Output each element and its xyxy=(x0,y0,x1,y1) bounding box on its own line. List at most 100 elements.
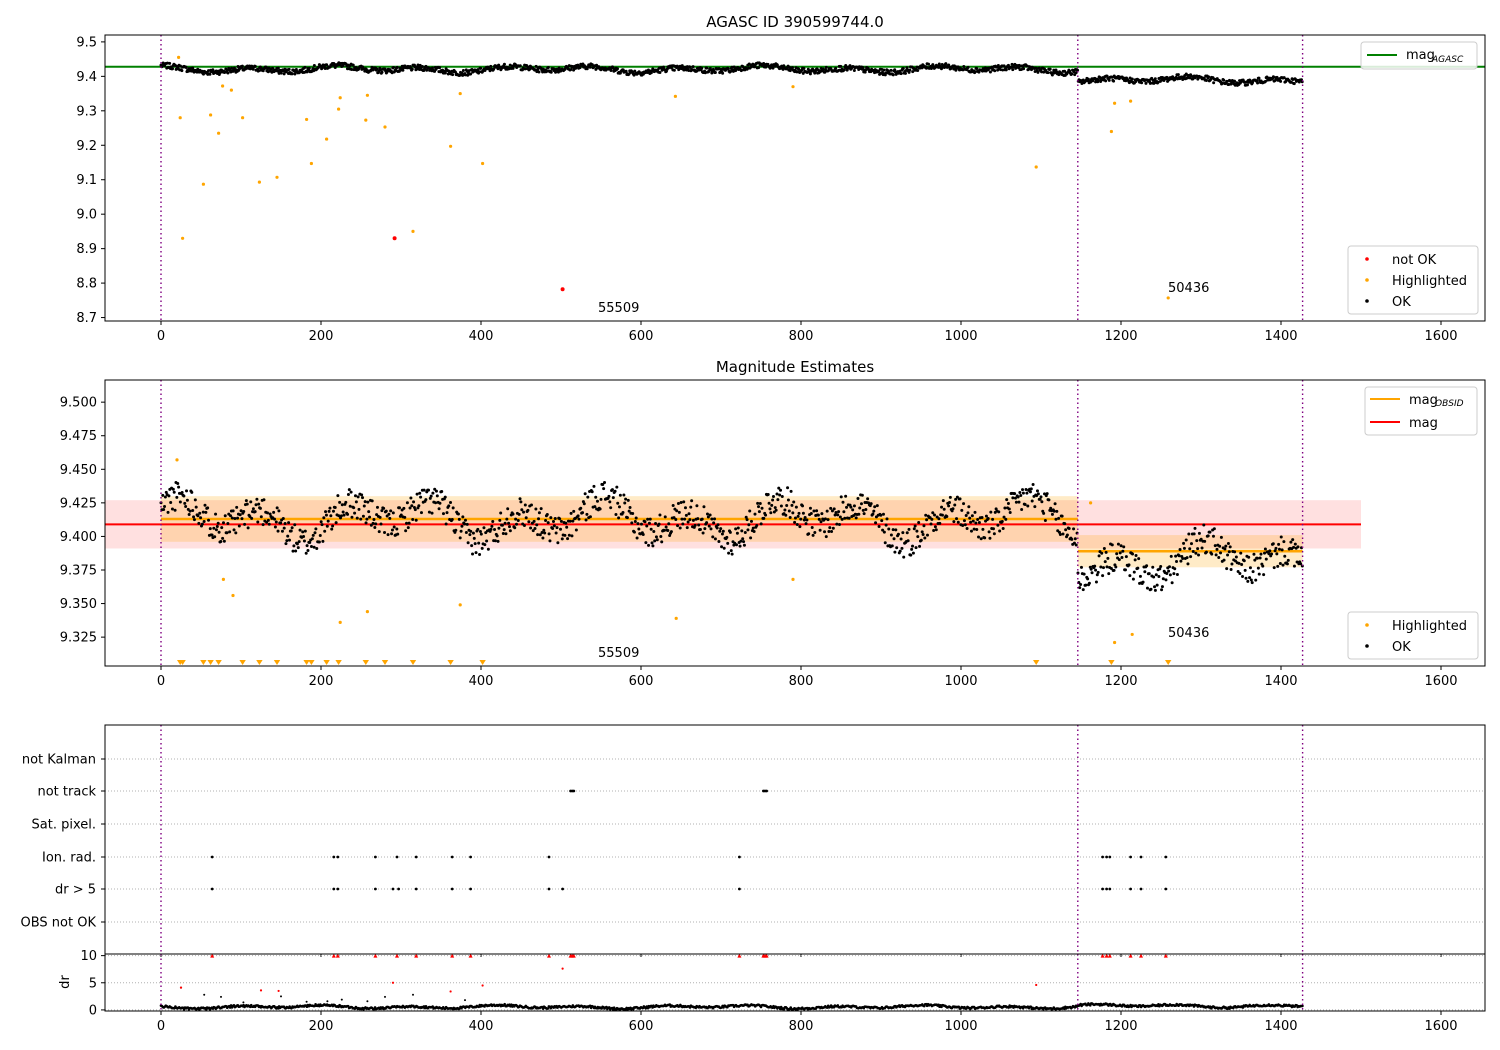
dr-ok-point xyxy=(326,1000,329,1003)
dr-capped-marker xyxy=(737,953,742,958)
ok-point xyxy=(353,511,357,515)
ok-point xyxy=(1078,586,1082,590)
ok-point xyxy=(1243,568,1247,572)
highlighted-point xyxy=(365,610,369,614)
ok-point xyxy=(938,521,942,525)
ok-point xyxy=(725,535,729,539)
ok-point xyxy=(931,63,935,67)
ok-point xyxy=(1220,81,1224,85)
ok-point xyxy=(1033,505,1037,509)
ok-point xyxy=(161,493,165,497)
highlighted-point xyxy=(177,55,181,59)
dr-capped-marker xyxy=(1104,953,1109,958)
panel-dr-ylabel: dr xyxy=(58,975,73,989)
ok-point xyxy=(986,516,990,520)
ok-point xyxy=(992,532,996,536)
ok-point xyxy=(522,523,526,527)
ok-point xyxy=(576,514,580,518)
flag-label: dr > 5 xyxy=(55,883,96,898)
dr-capped-marker xyxy=(395,953,399,958)
flag-point xyxy=(1129,887,1132,891)
ok-point xyxy=(668,534,672,538)
ok-point xyxy=(839,64,843,68)
ok-point xyxy=(492,67,496,71)
ok-point xyxy=(1153,585,1157,589)
ok-point xyxy=(527,520,531,524)
top-xtick-label: 600 xyxy=(629,329,654,344)
ok-point xyxy=(759,522,763,526)
ok-point xyxy=(323,529,327,533)
ok-point xyxy=(663,515,667,519)
ok-point xyxy=(766,492,770,496)
ok-point xyxy=(862,512,866,516)
ok-point xyxy=(443,495,447,499)
ok-point xyxy=(749,519,753,523)
ok-point xyxy=(289,529,293,533)
ok-point xyxy=(277,509,281,513)
ok-point xyxy=(498,518,502,522)
ok-point xyxy=(1215,547,1219,551)
ok-point xyxy=(359,517,363,521)
ok-point xyxy=(1167,565,1171,569)
ok-point xyxy=(451,506,455,510)
ok-point xyxy=(1028,490,1032,494)
ok-point xyxy=(517,512,521,516)
ok-point xyxy=(1053,502,1057,506)
ok-point xyxy=(493,528,497,532)
ok-point xyxy=(842,510,846,514)
ok-point xyxy=(626,498,630,502)
ok-point xyxy=(234,531,238,535)
ok-point xyxy=(1197,553,1201,557)
ok-point xyxy=(924,513,928,517)
ok-point xyxy=(834,510,838,514)
ok-point xyxy=(1019,494,1023,498)
ok-point xyxy=(401,68,405,72)
ok-point xyxy=(1203,539,1207,543)
ok-point xyxy=(795,523,799,527)
ok-point xyxy=(176,481,180,485)
highlighted-point xyxy=(1034,165,1038,169)
ok-point xyxy=(371,521,375,525)
ok-point xyxy=(554,531,558,535)
ok-point xyxy=(905,531,909,535)
ok-point xyxy=(1016,495,1020,499)
ok-point xyxy=(1114,565,1118,569)
annotation-55509-top: 55509 xyxy=(598,301,639,316)
ok-point xyxy=(490,524,494,528)
ok-point xyxy=(386,533,390,537)
ok-point xyxy=(230,516,234,520)
ok-point xyxy=(1131,577,1135,581)
ok-point xyxy=(259,515,263,519)
highlighted-point xyxy=(275,175,279,179)
ok-point xyxy=(1042,511,1046,515)
ok-point xyxy=(1079,565,1083,569)
mid-xtick-label: 1200 xyxy=(1104,674,1137,689)
ok-point xyxy=(1259,552,1263,556)
flag-point xyxy=(1164,855,1168,859)
ok-point xyxy=(1087,581,1091,585)
ok-point xyxy=(996,523,1000,527)
ok-point xyxy=(683,517,687,521)
ok-point xyxy=(771,498,775,502)
ok-point xyxy=(793,520,797,524)
ok-point xyxy=(1070,72,1074,76)
ok-point xyxy=(693,523,697,527)
ok-point xyxy=(378,515,382,519)
ok-point xyxy=(406,526,410,530)
ok-point xyxy=(1242,559,1246,563)
ok-point xyxy=(920,530,924,534)
highlighted-point xyxy=(181,236,185,240)
ok-point xyxy=(1174,554,1178,558)
dr-ok-point xyxy=(464,999,466,1002)
flag-point xyxy=(547,855,551,859)
ok-point xyxy=(163,505,167,509)
ok-point xyxy=(507,525,511,529)
ok-point xyxy=(933,525,937,529)
highlighted-point xyxy=(1089,501,1093,505)
ok-point xyxy=(574,528,578,532)
ok-point xyxy=(310,537,314,541)
ok-point xyxy=(860,493,864,497)
ok-point xyxy=(808,72,812,76)
ok-point xyxy=(459,529,463,533)
ok-point xyxy=(1292,82,1296,86)
